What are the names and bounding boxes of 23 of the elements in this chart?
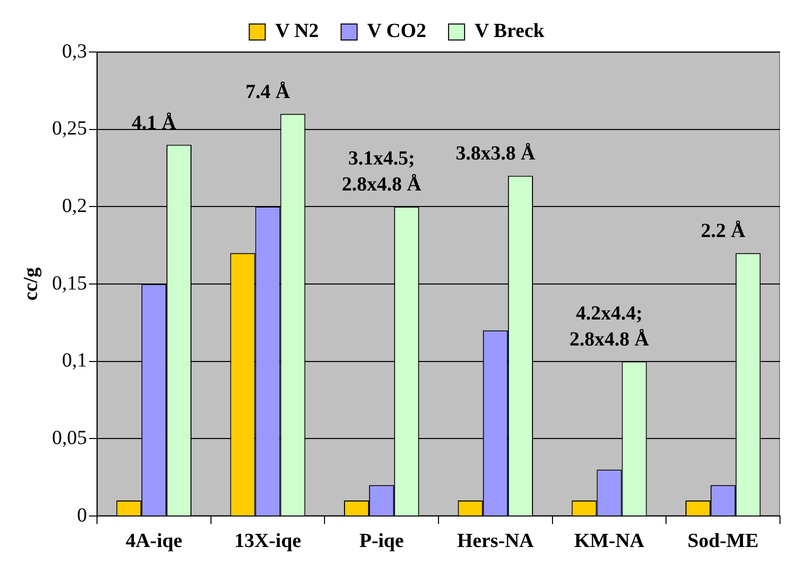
annotation: 7.4 Å bbox=[246, 80, 291, 103]
x-tick-label: KM-NA bbox=[574, 530, 645, 552]
annotation: 3.8x3.8 Å bbox=[456, 142, 536, 165]
y-tick-label: 0,25 bbox=[52, 118, 87, 140]
x-tick-label: P-iqe bbox=[359, 530, 404, 552]
legend-label: V Breck bbox=[474, 20, 546, 42]
y-tick-label: 0,1 bbox=[62, 350, 87, 372]
y-tick-label: 0,15 bbox=[52, 272, 87, 294]
annotation: 4.2x4.4; 2.8x4.8 Å bbox=[570, 302, 650, 350]
x-tick-label: 13X-iqe bbox=[234, 530, 302, 552]
x-tick-label: Sod-ME bbox=[688, 530, 759, 552]
y-tick-label: 0,05 bbox=[52, 426, 87, 449]
legend-label: V CO2 bbox=[367, 20, 426, 42]
y-axis-title: cc/g bbox=[20, 267, 42, 301]
annotation: 2.2 Å bbox=[700, 220, 746, 242]
y-tick-label: 0,2 bbox=[62, 194, 87, 217]
annotation: 4.1 Å bbox=[132, 112, 177, 134]
x-tick-label: Hers-NA bbox=[457, 530, 534, 552]
legend-label: V N2 bbox=[275, 20, 319, 42]
annotation: 3.1x4.5; 2.8x4.8 Å bbox=[342, 148, 422, 196]
x-tick-label: 4A-iqe bbox=[126, 530, 182, 552]
y-tick-label: 0 bbox=[77, 504, 87, 526]
y-tick-label: 0,3 bbox=[62, 40, 87, 62]
